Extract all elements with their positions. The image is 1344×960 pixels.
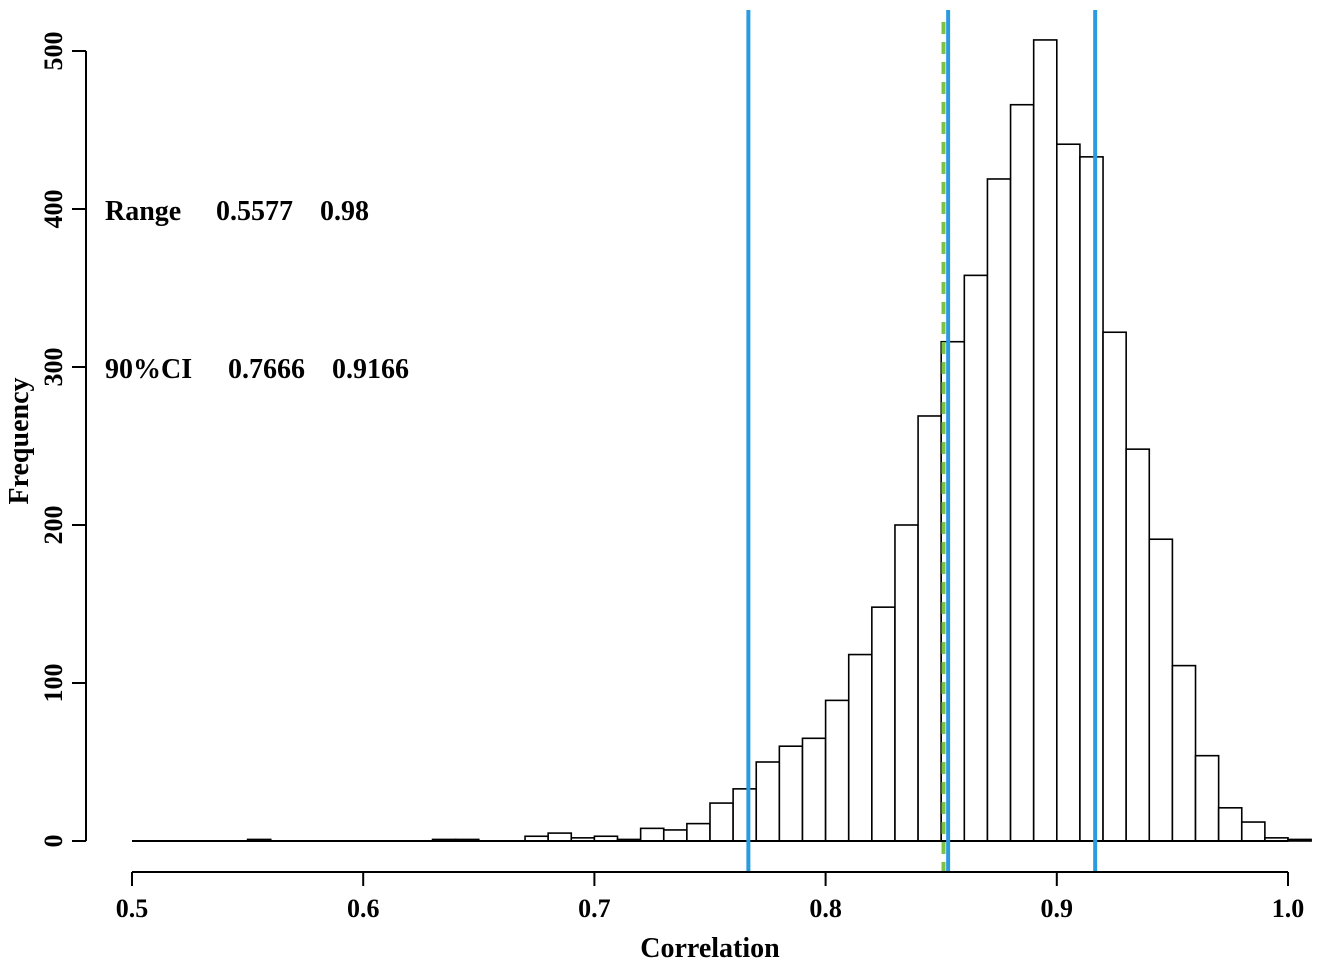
histogram-bar [639,827,665,842]
histogram-bar [1148,538,1174,842]
range-max-value: 0.98 [320,196,369,227]
range-annotation: Range 0.5577 0.98 [105,196,369,227]
x-axis: 0.5 0.6 0.7 0.8 0.9 1.0 [116,871,1305,923]
histogram-bar [547,832,573,842]
ci-label: 90%CI [105,354,192,385]
histogram-bar [1056,143,1081,842]
y-tick-label: 200 [39,506,68,545]
x-tick-label: 0.6 [347,894,380,923]
y-tick-label: 100 [39,664,68,703]
histogram-bar [801,737,827,842]
ci-annotation: 90%CI 0.7666 0.9166 [105,354,409,385]
x-tick-label: 0.9 [1041,894,1074,923]
ci-high-value: 0.9166 [332,354,409,385]
range-min-value: 0.5577 [216,196,293,227]
histogram-bar [847,653,873,842]
y-axis: 0 100 200 300 400 500 [39,32,87,848]
ci-low-value: 0.7666 [228,354,305,385]
histogram-bar [1217,807,1243,842]
histogram-bar [662,829,688,842]
histogram-bar [755,761,781,842]
x-tick-label: 0.8 [809,894,842,923]
histogram-bar [778,745,804,842]
histogram-bars [246,39,1312,842]
histogram-bar [1032,39,1058,842]
y-axis-title: Frequency [4,377,35,504]
x-tick-label: 1.0 [1272,894,1305,923]
y-tick-label: 500 [39,32,68,71]
histogram-bar [732,788,758,842]
histogram-bar [1102,331,1127,842]
histogram-bar [871,606,896,842]
histogram-bar [963,274,989,842]
histogram-bar [1287,838,1312,842]
histogram-bar [1194,754,1220,842]
histogram-bar [686,822,711,842]
histogram-bar [1009,103,1035,842]
histogram-bar [709,802,734,842]
range-label: Range [105,196,181,227]
y-tick-label: 400 [39,190,68,229]
histogram-bar [1125,448,1151,842]
histogram-bar [1240,821,1266,842]
histogram-bar [1171,664,1197,842]
histogram-bar [986,178,1012,842]
histogram-bar [824,699,850,842]
histogram-bar [1079,156,1104,842]
y-tick-label: 0 [39,835,68,848]
histogram-bar [917,415,943,842]
x-tick-label: 0.5 [116,894,149,923]
reference-lines [746,10,1098,872]
x-tick-label: 0.7 [578,894,611,923]
x-axis-title: Correlation [640,933,780,960]
histogram-bar [894,524,919,842]
y-tick-label: 300 [39,348,68,387]
